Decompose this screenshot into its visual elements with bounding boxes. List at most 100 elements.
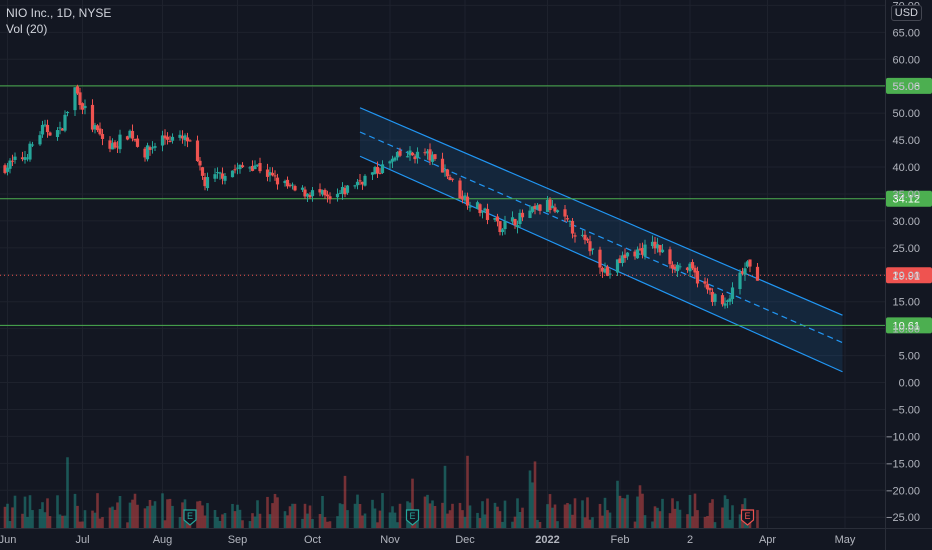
candle-body: [268, 172, 272, 176]
candle-body: [538, 204, 542, 211]
volume-bar: [311, 519, 314, 528]
candle-body: [78, 92, 82, 105]
symbol-title[interactable]: NIO Inc., 1D, NYSE: [6, 6, 112, 20]
candle-body: [573, 235, 577, 237]
candle-body: [410, 152, 415, 156]
y-tick-label: 0.00: [899, 378, 920, 390]
candle-body: [430, 154, 435, 162]
volume-bar: [136, 504, 139, 528]
candle-body: [353, 185, 357, 187]
candle-body: [395, 151, 400, 158]
candle-body: [58, 127, 62, 129]
parallel-channel[interactable]: [359, 107, 843, 373]
volume-bar: [521, 507, 524, 528]
volume-indicator-label[interactable]: Vol (20): [6, 22, 48, 36]
volume-bar: [536, 519, 539, 528]
candle-body: [705, 284, 710, 290]
volume-bar: [181, 502, 184, 528]
candle-body: [503, 221, 507, 230]
volume-bar: [116, 502, 119, 528]
x-tick-label: Nov: [380, 534, 400, 546]
volume-bar: [38, 509, 42, 528]
volume-bar: [46, 498, 49, 528]
candle-body: [693, 267, 697, 273]
candle-body: [343, 188, 347, 195]
candle-body: [655, 244, 660, 249]
candle-body: [440, 158, 445, 173]
candle-body: [465, 196, 470, 206]
candle-body: [238, 164, 242, 170]
candle-body: [633, 251, 637, 257]
candle-body: [363, 175, 367, 186]
candle-body: [213, 174, 217, 179]
candle-body: [265, 169, 270, 177]
volume-bar: [23, 496, 27, 528]
channel-fill: [360, 107, 843, 372]
volume-bar: [606, 510, 609, 528]
candle-body: [80, 103, 85, 110]
volume-bar: [441, 502, 444, 528]
volume-bar: [433, 506, 437, 528]
volume-bar: [481, 501, 484, 528]
candle-body: [335, 193, 340, 198]
volume-bar: [643, 515, 647, 528]
candle-body: [380, 164, 385, 173]
volume-bar: [133, 493, 137, 528]
volume-bar: [96, 493, 99, 528]
volume-bar: [196, 501, 199, 528]
candle-body: [205, 177, 210, 189]
y-tick-label: −20.00: [886, 485, 920, 497]
candle-body: [688, 263, 692, 272]
horizontal-levels[interactable]: 55.06 34.12 10.61 19.91: [0, 77, 932, 334]
volume-bar: [676, 501, 679, 528]
volume-bar: [78, 521, 82, 528]
x-tick-label: Oct: [304, 534, 321, 546]
volume-bar: [463, 516, 467, 528]
volume-bar: [671, 498, 674, 528]
volume-bar: [451, 503, 454, 528]
volume-bar: [571, 514, 574, 528]
candle-body: [8, 160, 12, 169]
candle-body: [653, 241, 657, 249]
candle-body: [223, 175, 227, 181]
candle-body: [670, 264, 675, 269]
time-axis[interactable]: Jun Jul Aug Sep Oct Nov Dec 2022 Feb 2 Apr May: [0, 528, 932, 547]
volume-bar: [128, 502, 132, 528]
candle-body: [90, 104, 95, 130]
volume-bar: [388, 512, 392, 528]
level-price-label: 10.61: [892, 320, 920, 332]
candle-body: [720, 295, 725, 305]
candle-body: [588, 241, 592, 252]
volume-bar: [93, 512, 97, 528]
volume-bar: [43, 512, 47, 528]
candle-body: [545, 199, 550, 212]
volume-bar: [171, 505, 174, 528]
volume-bar: [696, 510, 699, 528]
candle-body: [635, 249, 640, 259]
volume-bar: [233, 511, 237, 528]
volume-bar: [66, 457, 69, 528]
volume-bar: [381, 493, 384, 528]
candle-body: [358, 180, 362, 182]
volume-bar: [126, 522, 129, 528]
candle-body: [738, 272, 742, 289]
candle-body: [708, 287, 712, 291]
candle-body: [568, 220, 572, 222]
volume-bar: [551, 507, 554, 528]
currency-badge[interactable]: USD: [890, 5, 922, 21]
volume-bar: [501, 521, 504, 528]
candle-body: [325, 194, 330, 197]
candle-body: [388, 161, 392, 164]
candle-body: [83, 105, 87, 109]
volume-bar: [516, 498, 519, 528]
candle-body: [408, 150, 412, 156]
candle-body: [423, 152, 427, 154]
volume-bar: [653, 506, 657, 528]
grid-lines: [0, 0, 885, 528]
candle-body: [185, 137, 190, 142]
candle-body: [373, 167, 377, 175]
candle-body: [98, 128, 102, 135]
volume-bar: [166, 499, 169, 528]
